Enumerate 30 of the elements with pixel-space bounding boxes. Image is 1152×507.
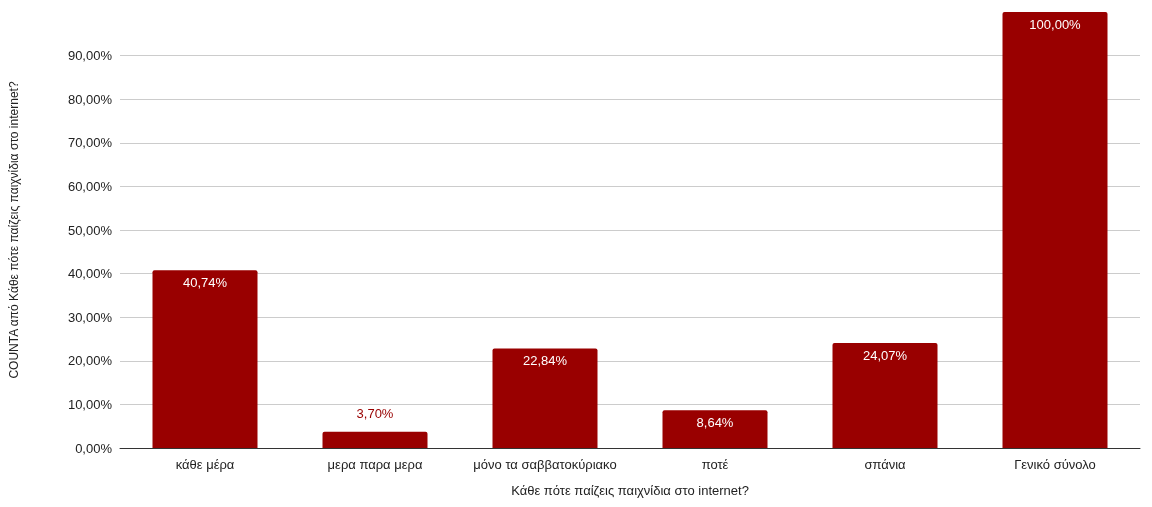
bar xyxy=(322,431,428,448)
x-tick-label: ποτέ xyxy=(701,457,729,472)
bar xyxy=(492,348,598,448)
y-tick-label: 80,00% xyxy=(67,91,113,107)
data-label: 40,74% xyxy=(182,275,228,291)
data-label: 24,07% xyxy=(862,348,908,364)
y-tick-label: 30,00% xyxy=(67,309,113,325)
y-tick-label: 90,00% xyxy=(67,48,113,64)
x-axis-title: Κάθε πότε παίζεις παιχνίδια στο internet? xyxy=(511,483,749,498)
y-tick-label: 40,00% xyxy=(67,266,113,282)
x-tick-label: Γενικό σύνολο xyxy=(1014,457,1096,472)
bar xyxy=(832,343,938,448)
y-tick-label: 0,00% xyxy=(75,440,113,456)
x-tick-label: σπάνια xyxy=(864,457,907,472)
y-tick-label: 60,00% xyxy=(67,178,113,194)
y-axis-title: COUNTA από Κάθε πότε παίζεις παιχνίδια στο internet? xyxy=(7,81,21,379)
y-tick-label: 10,00% xyxy=(67,396,113,412)
bar xyxy=(152,270,258,448)
bar xyxy=(1002,12,1108,448)
x-tick-label: μόνο τα σαββατοκύριακο xyxy=(473,457,617,472)
y-tick-label: 70,00% xyxy=(67,135,113,151)
y-tick-label: 50,00% xyxy=(67,222,113,238)
bar xyxy=(662,410,768,448)
data-label: 8,64% xyxy=(696,415,734,431)
y-tick-label: 20,00% xyxy=(67,353,113,369)
data-label: 3,70% xyxy=(356,405,394,421)
data-label: 22,84% xyxy=(522,353,568,369)
x-tick-label: μερα παρα μερα xyxy=(327,457,423,472)
data-label: 100,00% xyxy=(1029,17,1082,32)
x-tick-label: κάθε μέρα xyxy=(175,457,235,472)
